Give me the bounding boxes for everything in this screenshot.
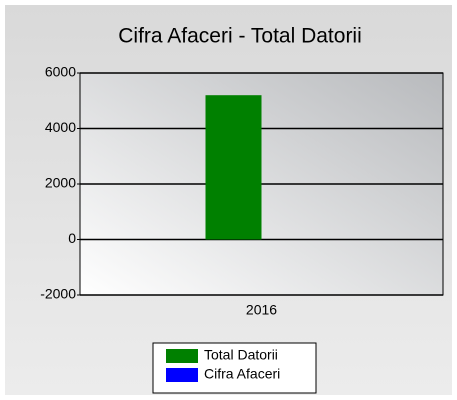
y-tick-label: 2000 [45, 175, 76, 191]
y-tick-label: -2000 [40, 286, 76, 302]
bar [205, 95, 262, 240]
legend-swatch [166, 368, 198, 382]
y-tick-label: 0 [68, 230, 76, 246]
chart-title: Cifra Afaceri - Total Datorii [118, 25, 362, 48]
y-tick-label: 6000 [45, 64, 76, 80]
legend: Total Datorii Cifra Afaceri [152, 342, 317, 394]
y-tick-label: 4000 [45, 119, 76, 135]
legend-label: Total Datorii [204, 347, 278, 363]
x-tick-label: 2016 [246, 302, 277, 318]
legend-label: Cifra Afaceri [204, 366, 280, 382]
legend-swatch [166, 349, 198, 363]
